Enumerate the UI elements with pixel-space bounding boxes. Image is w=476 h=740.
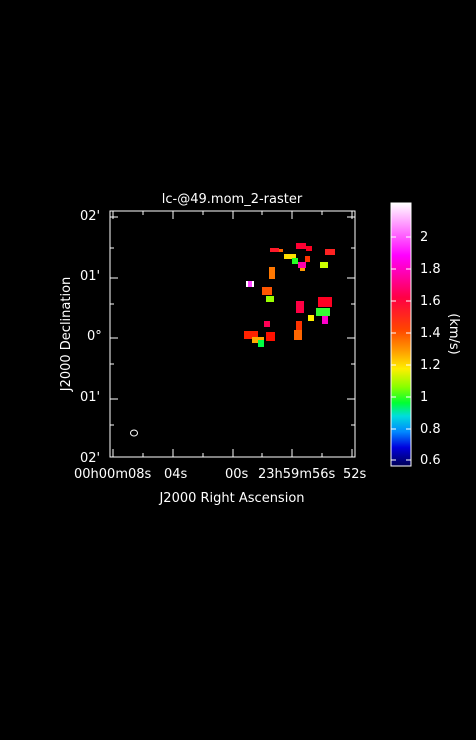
y-tick-label: 01' [80, 269, 100, 284]
raster-pixel [269, 267, 275, 279]
colorbar-tick-label: 1.6 [420, 294, 441, 309]
raster-pixel [298, 262, 306, 268]
raster-pixel [300, 268, 305, 271]
raster-pixel [320, 262, 328, 268]
raster-pixel [306, 246, 312, 251]
colorbar-tick-label: 2 [420, 230, 428, 245]
y-tick-label: 0° [87, 329, 102, 344]
y-axis-label: J2000 Declination [59, 277, 74, 393]
raster-pixel [266, 332, 275, 341]
colorbar-label: (km/s) [446, 313, 461, 355]
colorbar [390, 202, 412, 467]
raster-pixel [284, 254, 296, 259]
colorbar-tick-label: 0.8 [420, 422, 441, 437]
raster-pixel [325, 249, 335, 255]
colorbar-tick-label: 1.4 [420, 326, 441, 341]
raster-pixel [270, 248, 279, 252]
x-tick-label: 52s [343, 467, 367, 482]
raster-pixel [262, 287, 272, 295]
raster-pixel [305, 256, 310, 262]
raster-pixel [244, 331, 258, 339]
raster-pixel [296, 301, 304, 313]
colorbar-tick-label: 1.8 [420, 262, 441, 277]
raster-pixel [248, 281, 252, 287]
raster-pixel [279, 249, 283, 252]
colorbar-ticks [391, 236, 411, 461]
colorbar-tick-label: 1 [420, 390, 428, 405]
raster-pixel [264, 321, 270, 327]
x-tick-label: 00s [225, 467, 249, 482]
x-axis-label: J2000 Right Ascension [158, 491, 304, 506]
raster-pixel [294, 330, 302, 340]
raster-pixel [292, 258, 298, 264]
y-tick-label: 02' [80, 209, 100, 224]
axis-ticks [110, 211, 355, 458]
x-tick-label: 23h59m56s [258, 467, 336, 482]
y-tick-label: 01' [80, 390, 100, 405]
raster-pixel [316, 308, 330, 316]
raster-pixel [322, 316, 328, 324]
plot-title: lc-@49.mom_2-raster [162, 192, 303, 207]
raster-pixel [258, 340, 264, 347]
x-tick-label: 04s [164, 467, 188, 482]
raster-pixel [266, 296, 274, 302]
raster-pixels [244, 243, 335, 347]
raster-pixel [296, 243, 306, 249]
colorbar-tick-label: 0.6 [420, 453, 441, 468]
y-tick-label: 02' [80, 451, 100, 466]
raster-pixel [318, 297, 332, 307]
raster-pixel [308, 315, 314, 321]
raster-pixel [296, 321, 302, 331]
plot-frame [109, 210, 356, 458]
x-tick-label: 00h00m08s [74, 467, 152, 482]
colorbar-tick-label: 1.2 [420, 358, 441, 373]
beam-ellipse [130, 429, 138, 437]
